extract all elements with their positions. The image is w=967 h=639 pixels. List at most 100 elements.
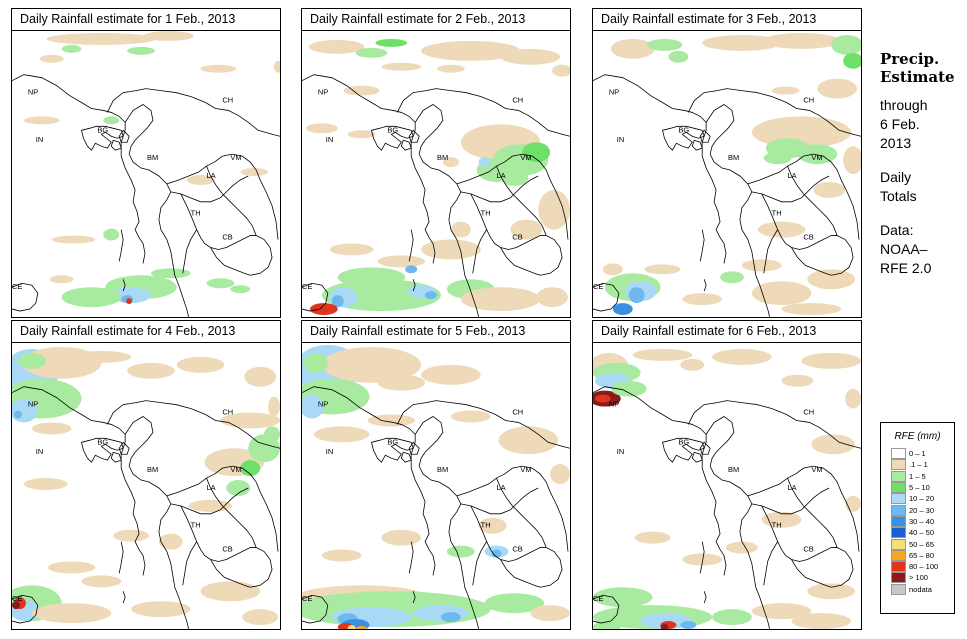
- border-line: [460, 487, 539, 515]
- rainfall-patch: [761, 511, 802, 528]
- border-line: [182, 229, 197, 274]
- legend-label: > 100: [909, 573, 928, 583]
- country-label-bg: BG: [387, 437, 398, 446]
- rainfall-patch: [680, 621, 697, 629]
- map-canvas: NP CH IN BG BM VM LA TH CB CE: [593, 32, 861, 317]
- country-label-cb: CB: [222, 233, 232, 242]
- legend-label: 80 – 100: [909, 562, 939, 572]
- rainfall-panel-1: Daily Rainfall estimate for 1 Feb., 2013…: [11, 8, 281, 318]
- rainfall-patch: [355, 47, 388, 58]
- rainfall-patch: [313, 426, 370, 443]
- country-label-ce: CE: [12, 594, 22, 603]
- panel-title: Daily Rainfall estimate for 1 Feb., 2013: [11, 8, 281, 31]
- rainfall-patch: [347, 130, 376, 139]
- rainfall-patch: [31, 422, 72, 435]
- border-line: [138, 237, 146, 264]
- country-label-in: IN: [617, 135, 624, 144]
- rainfall-patch: [712, 609, 752, 626]
- rainfall-patch: [530, 605, 570, 622]
- data-source-line2: NOAA–: [880, 241, 928, 257]
- rainfall-panel-6: Daily Rainfall estimate for 6 Feb., 2013…: [592, 320, 862, 630]
- rainfall-patch: [498, 426, 559, 455]
- through-date-line2: 2013: [880, 135, 912, 151]
- rainfall-patch: [23, 116, 60, 125]
- rainfall-patch: [610, 380, 647, 397]
- legend-item: 10 – 20: [881, 493, 954, 505]
- rainfall-field: [302, 344, 570, 629]
- rainfall-patch: [791, 613, 852, 629]
- rainfall-patch: [220, 412, 280, 429]
- rainfall-patch: [61, 44, 82, 53]
- border-line: [593, 74, 707, 131]
- rainfall-patch: [612, 303, 633, 316]
- border-line: [118, 541, 124, 574]
- country-label-bm: BM: [728, 465, 739, 474]
- border-line: [719, 237, 727, 264]
- legend-swatch: [891, 493, 906, 505]
- country-label-vm: VM: [520, 153, 531, 162]
- rainfall-patch: [158, 533, 183, 550]
- rainfall-patch: [244, 366, 277, 387]
- border-line: [470, 505, 563, 588]
- country-label-bg: BG: [97, 437, 108, 446]
- border-line: [701, 442, 721, 550]
- legend-label: 5 – 10: [909, 483, 930, 493]
- side-heading-line2: Estimate: [880, 68, 955, 86]
- border-line: [110, 451, 122, 463]
- rainfall-patch: [103, 228, 120, 241]
- rainfall-patch: [831, 34, 861, 55]
- rainfall-patch: [321, 549, 362, 562]
- country-label-th: TH: [772, 521, 782, 530]
- rainfall-patch: [478, 157, 491, 168]
- border-line: [747, 465, 860, 552]
- rainfall-patch: [49, 275, 74, 284]
- rainfall-patch: [510, 219, 543, 240]
- rainfall-patch: [321, 346, 422, 383]
- legend-label: 30 – 40: [909, 516, 935, 526]
- border-line: [456, 153, 569, 240]
- rainfall-patch: [550, 464, 570, 485]
- country-label-np: NP: [318, 88, 328, 97]
- totals-line2: Totals: [880, 188, 917, 204]
- border-line: [302, 594, 329, 624]
- legend-swatch: [891, 572, 906, 584]
- rainfall-patch: [309, 303, 338, 316]
- country-label-bg: BG: [678, 125, 689, 134]
- rainfall-field: [593, 348, 861, 629]
- border-line: [414, 416, 480, 629]
- border-line: [81, 125, 124, 151]
- country-label-vm: VM: [811, 153, 822, 162]
- rainfall-patch: [381, 529, 422, 546]
- border-line: [460, 175, 539, 203]
- border-line: [699, 129, 711, 143]
- rainfall-patch: [421, 364, 481, 385]
- rainfall-patch: [781, 303, 842, 316]
- border-line: [138, 549, 146, 576]
- panel-title: Daily Rainfall estimate for 2 Feb., 2013: [301, 8, 571, 31]
- rainfall-patch: [131, 601, 191, 618]
- border-line: [456, 465, 569, 552]
- rainfall-patch: [413, 605, 469, 622]
- totals-line1: Daily: [880, 169, 912, 185]
- country-borders: [593, 386, 861, 629]
- rainfall-patch: [500, 170, 529, 186]
- rainfall-patch: [484, 593, 545, 614]
- country-label-bm: BM: [728, 153, 739, 162]
- border-line: [180, 505, 273, 588]
- country-label-np: NP: [28, 400, 38, 409]
- country-borders: [302, 386, 570, 629]
- legend-item: 80 – 100: [881, 561, 954, 573]
- rainfall-patch: [305, 123, 338, 134]
- rainfall-patch: [771, 86, 800, 95]
- rainfall-patch: [552, 64, 570, 77]
- country-label-np: NP: [609, 400, 619, 409]
- rainfall-patch: [186, 174, 215, 185]
- border-line: [12, 74, 126, 131]
- country-label-vm: VM: [230, 465, 241, 474]
- border-line: [206, 165, 257, 236]
- border-line: [412, 591, 416, 604]
- country-label-bm: BM: [437, 465, 448, 474]
- panel-title: Daily Rainfall estimate for 4 Feb., 2013: [11, 320, 281, 343]
- rainfall-patch: [751, 603, 812, 620]
- rainfall-patch: [680, 358, 705, 371]
